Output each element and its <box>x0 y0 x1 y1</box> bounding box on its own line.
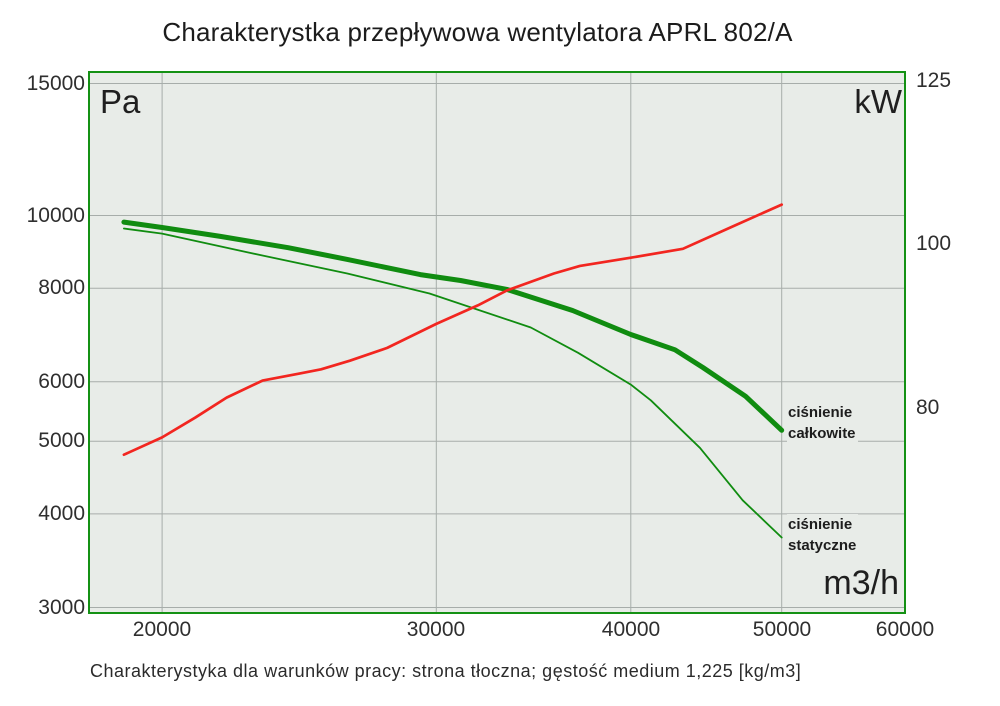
plot-background <box>89 72 905 613</box>
left-axis-tick-label: 4000 <box>38 502 85 525</box>
left-axis-tick-label: 5000 <box>38 429 85 452</box>
left-axis-tick-label: 8000 <box>38 276 85 299</box>
curve-label-total-line2: całkowite <box>788 425 856 442</box>
curve-label-static-line2: statyczne <box>788 537 857 554</box>
x-axis-tick-label: 60000 <box>875 618 935 641</box>
x-axis-unit: m3/h <box>823 564 899 602</box>
x-axis-tick-label: 50000 <box>752 618 812 641</box>
right-axis-unit: kW <box>854 83 902 120</box>
curve-label-total-line1: ciśnienie <box>788 404 853 421</box>
chart-caption: Charakterystyka dla warunków pracy: stro… <box>90 661 802 681</box>
left-axis-tick-label: 15000 <box>26 72 85 95</box>
right-axis-tick-label: 125 <box>916 69 952 92</box>
curve-label-static-pressure: ciśnienie statyczne <box>787 514 859 556</box>
left-axis-unit: Pa <box>100 83 141 120</box>
curve-label-static-line1: ciśnienie <box>788 516 853 533</box>
curve-power <box>122 203 784 457</box>
left-axis-tick-label: 6000 <box>38 370 85 393</box>
right-axis-tick-label: 80 <box>916 396 940 419</box>
x-axis-tick-label: 40000 <box>601 618 661 641</box>
left-axis-tick-label: 10000 <box>26 204 85 227</box>
x-axis-tick-label: 30000 <box>406 618 466 641</box>
curve-static-pressure <box>123 227 783 539</box>
plot-border <box>88 71 906 614</box>
chart-title: Charakterystka przepływowa wentylatora A… <box>162 17 793 47</box>
curve-total-pressure <box>121 219 785 433</box>
left-axis-tick-label: 3000 <box>38 596 85 619</box>
x-axis-tick-label: 20000 <box>132 618 192 641</box>
right-axis-tick-label: 100 <box>916 232 952 255</box>
curve-label-total-pressure: ciśnienie całkowite <box>787 402 858 444</box>
